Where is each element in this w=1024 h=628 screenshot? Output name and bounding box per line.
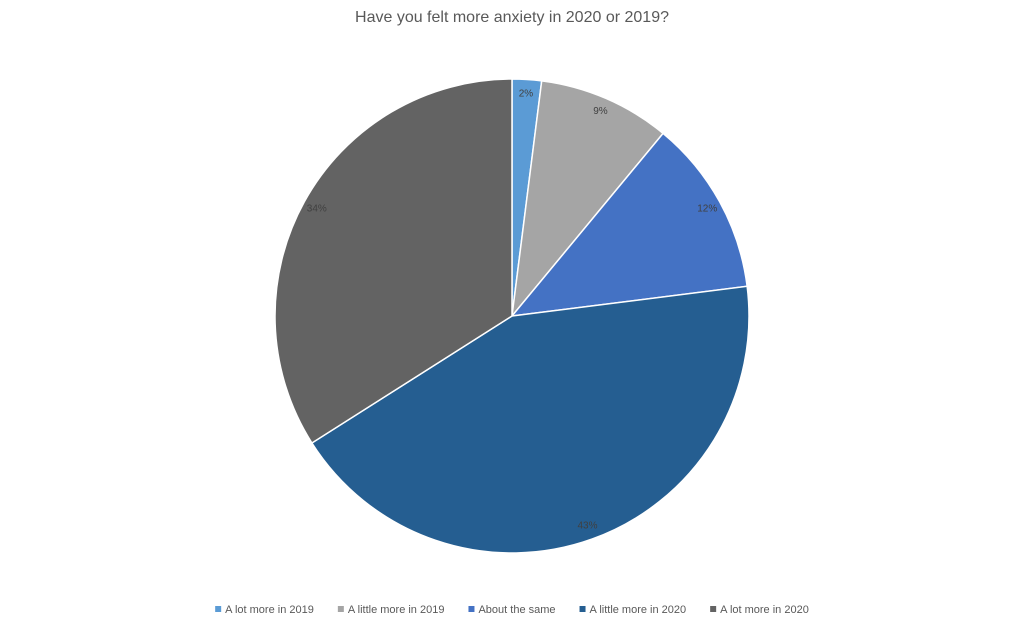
legend-label: About the same: [478, 604, 555, 616]
legend-label: A little more in 2019: [348, 604, 445, 616]
pie-slice: [310, 285, 750, 554]
legend-swatch: [468, 606, 475, 612]
chart-title: Have you felt more anxiety in 2020 or 20…: [355, 9, 669, 26]
pie-slice: [510, 132, 748, 317]
legend-swatch: [579, 606, 586, 612]
legend-label: A lot more in 2019: [225, 604, 314, 616]
legend-swatch: [710, 606, 717, 612]
pie-slice: [510, 80, 665, 319]
legend-label: A lot more in 2020: [720, 604, 809, 616]
legend-label: A little more in 2020: [590, 604, 687, 616]
data-label: 12%: [697, 203, 717, 214]
legend-swatch: [215, 606, 222, 612]
legend-swatch: [337, 606, 344, 612]
data-label: 2%: [519, 88, 534, 99]
data-label: 43%: [577, 520, 597, 531]
data-label: 34%: [307, 203, 327, 214]
data-label: 9%: [593, 106, 608, 117]
pie-slice: [274, 78, 513, 445]
